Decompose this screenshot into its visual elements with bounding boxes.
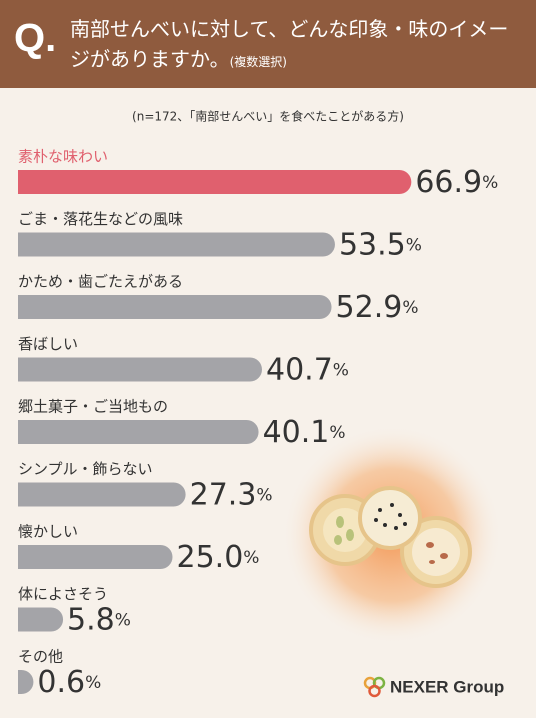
category-label: 郷土菓子・ご当地もの: [18, 398, 168, 416]
value-label: 25.0%: [177, 540, 260, 575]
value-number: 27.3: [190, 477, 257, 512]
value-unit: %: [115, 611, 131, 631]
value-label: 40.7%: [266, 352, 349, 387]
bar: [18, 607, 64, 632]
value-label: 40.1%: [263, 415, 346, 450]
subtitle: (n=172、「南部せんべい」を食べたことがある方): [132, 109, 404, 124]
value-unit: %: [402, 298, 418, 318]
value-unit: %: [243, 548, 259, 568]
bar: [18, 482, 186, 507]
value-label: 27.3%: [190, 477, 273, 512]
value-number: 40.7: [266, 352, 333, 387]
title-note: (複数選択): [229, 55, 287, 69]
value-label: 66.9%: [415, 165, 498, 200]
bar: [18, 357, 262, 382]
logo: NEXER Group: [363, 676, 504, 698]
bar: [18, 170, 412, 194]
value-unit: %: [333, 361, 349, 381]
value-number: 66.9: [415, 165, 482, 200]
value-number: 0.6: [37, 665, 85, 700]
value-number: 53.5: [339, 227, 406, 262]
bar: [18, 232, 335, 257]
value-number: 25.0: [177, 540, 244, 575]
value-number: 52.9: [336, 290, 403, 325]
category-label: 懐かしい: [18, 523, 78, 541]
category-label: 素朴な味わい: [18, 148, 108, 166]
chart-title: 南部せんべいに対して、どんな印象・味のイメージがありますか。(複数選択): [70, 14, 526, 77]
bar: [18, 420, 259, 444]
category-label: シンプル・飾らない: [18, 460, 153, 478]
category-label: その他: [18, 648, 63, 666]
value-unit: %: [85, 673, 101, 693]
question-label: Q.: [14, 16, 57, 60]
value-label: 52.9%: [336, 290, 419, 325]
value-unit: %: [329, 423, 345, 443]
category-label: 体によさそう: [18, 585, 108, 603]
decoration: [282, 425, 502, 645]
value-label: 0.6%: [37, 665, 101, 700]
category-label: かため・歯ごたえがある: [18, 273, 183, 291]
bar: [18, 670, 34, 694]
value-unit: %: [482, 173, 498, 193]
value-unit: %: [406, 236, 422, 256]
header: Q. 南部せんべいに対して、どんな印象・味のイメージがありますか。(複数選択): [0, 0, 536, 88]
logo-text: NEXER Group: [390, 677, 504, 696]
value-number: 40.1: [263, 415, 330, 450]
value-number: 5.8: [67, 602, 115, 637]
value-label: 5.8%: [67, 602, 131, 637]
value-label: 53.5%: [339, 227, 422, 262]
bar: [18, 545, 173, 569]
value-unit: %: [256, 486, 272, 506]
category-label: ごま・落花生などの風味: [18, 210, 183, 228]
category-label: 香ばしい: [18, 335, 78, 353]
bar: [18, 295, 332, 319]
title-text: 南部せんべいに対して、どんな印象・味のイメージがありますか。: [70, 17, 509, 71]
